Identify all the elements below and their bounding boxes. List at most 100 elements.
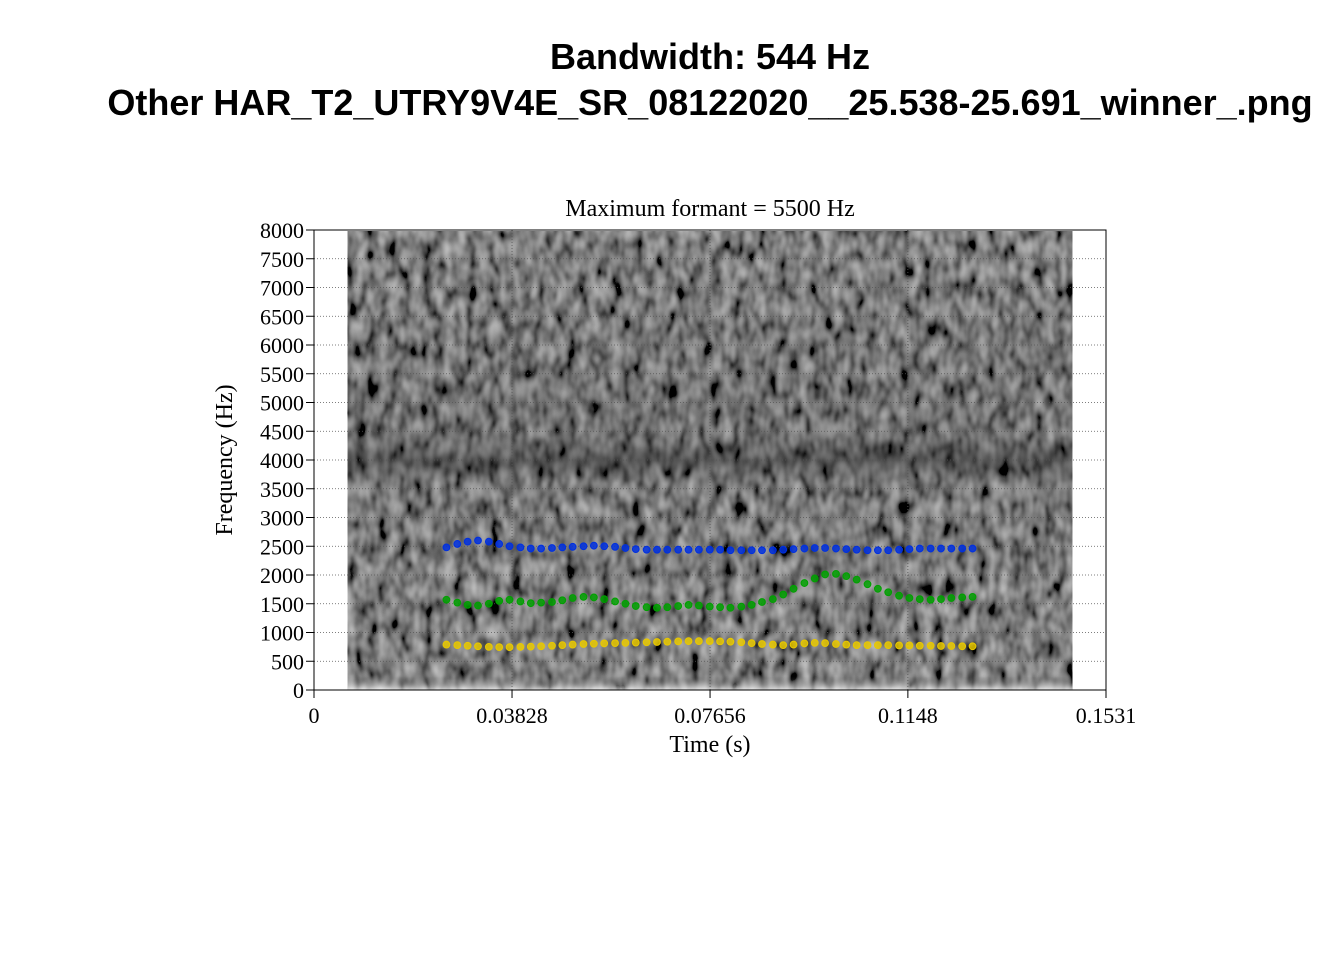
formant-point [516, 543, 525, 552]
formant-point [863, 546, 872, 555]
y-tick-label: 2500 [260, 534, 304, 559]
formant-point [905, 641, 914, 650]
formant-point [537, 642, 545, 651]
formant-point [694, 545, 703, 554]
y-tick-label: 7000 [260, 276, 304, 301]
formant-point [568, 594, 577, 602]
formant-point [926, 641, 935, 650]
formant-point [705, 602, 714, 611]
y-tick-label: 7500 [260, 247, 304, 272]
formant-point [653, 638, 661, 646]
formant-point [895, 641, 903, 650]
formant-point [495, 643, 504, 652]
formant-point [905, 545, 914, 554]
formant-point [558, 641, 567, 650]
y-tick-label: 8000 [260, 218, 304, 243]
formant-point [463, 641, 472, 650]
formant-point [558, 596, 567, 605]
formant-point [905, 594, 914, 602]
formant-point [579, 640, 588, 648]
formant-point [631, 545, 640, 554]
x-tick-label: 0.03828 [476, 703, 548, 728]
formant-point [537, 598, 545, 607]
y-tick-label: 3000 [260, 506, 304, 531]
formant-point [915, 595, 924, 604]
formant-point [474, 642, 482, 651]
y-tick-label: 0 [293, 678, 304, 703]
formant-point [821, 639, 830, 648]
formant-point [842, 640, 851, 649]
formant-point [495, 540, 504, 548]
formant-point [621, 599, 630, 608]
formant-point [684, 637, 693, 646]
formant-point [684, 601, 693, 609]
formant-point [663, 637, 672, 646]
formant-point [800, 639, 809, 648]
formant-point [600, 639, 609, 648]
formant-point [642, 545, 651, 554]
formant-point [800, 579, 809, 587]
formant-point [684, 545, 693, 554]
spectrogram-shade [347, 231, 1073, 690]
formant-point [484, 642, 493, 651]
formant-point [526, 544, 535, 553]
formant-point [895, 591, 903, 600]
formant-point [726, 603, 735, 612]
formant-point [453, 641, 462, 650]
formant-point [653, 545, 661, 554]
formant-point [968, 642, 977, 651]
formant-point [663, 545, 672, 554]
formant-point [600, 595, 609, 604]
formant-point [768, 595, 777, 604]
formant-point [516, 642, 525, 651]
x-tick-label: 0.07656 [674, 703, 746, 728]
formant-point [895, 545, 903, 554]
x-axis-label: Time (s) [669, 732, 750, 758]
y-tick-label: 1500 [260, 592, 304, 617]
formant-point [579, 542, 588, 551]
formant-point [621, 638, 630, 647]
formant-point [495, 596, 504, 605]
formant-point [958, 544, 967, 553]
formant-point [663, 603, 672, 612]
formant-point [600, 542, 609, 551]
y-tick-label: 3500 [260, 477, 304, 502]
formant-point [832, 569, 840, 578]
formant-point [958, 642, 967, 651]
formant-point [873, 546, 882, 555]
formant-point [947, 544, 956, 553]
formant-point [694, 601, 703, 610]
y-axis-label: Frequency (Hz) [212, 384, 238, 535]
formant-point [568, 640, 577, 649]
formant-point [968, 544, 977, 553]
formant-point [832, 544, 840, 553]
formant-point [947, 642, 956, 650]
formant-point [589, 541, 598, 550]
axes: 0 500 1000 1500 2000 2500 3000 3500 4000 4500 5000… [260, 218, 1136, 728]
formant-point [873, 641, 882, 650]
formant-point [463, 537, 472, 546]
formant-point [716, 637, 724, 646]
formant-point [968, 592, 977, 601]
formant-point [852, 641, 861, 650]
y-tick-label: 5000 [260, 391, 304, 416]
formant-point [726, 637, 735, 646]
formant-point [915, 544, 924, 553]
formant-point [737, 602, 746, 611]
formant-points [442, 536, 977, 652]
formant-point [442, 640, 451, 649]
formant-point [484, 599, 493, 608]
formant-point [737, 546, 746, 555]
formant-point [842, 572, 851, 581]
formant-point [937, 595, 945, 604]
x-tick-label: 0.1531 [1076, 703, 1137, 728]
y-tick-label: 5500 [260, 362, 304, 387]
formant-point [789, 640, 798, 649]
formant-point [463, 601, 472, 609]
formant-point [611, 542, 619, 551]
formant-point [548, 544, 556, 552]
formant-point [516, 597, 525, 606]
formant-point [526, 599, 535, 608]
formant-point [579, 592, 588, 601]
y-tick-label: 6000 [260, 333, 304, 358]
